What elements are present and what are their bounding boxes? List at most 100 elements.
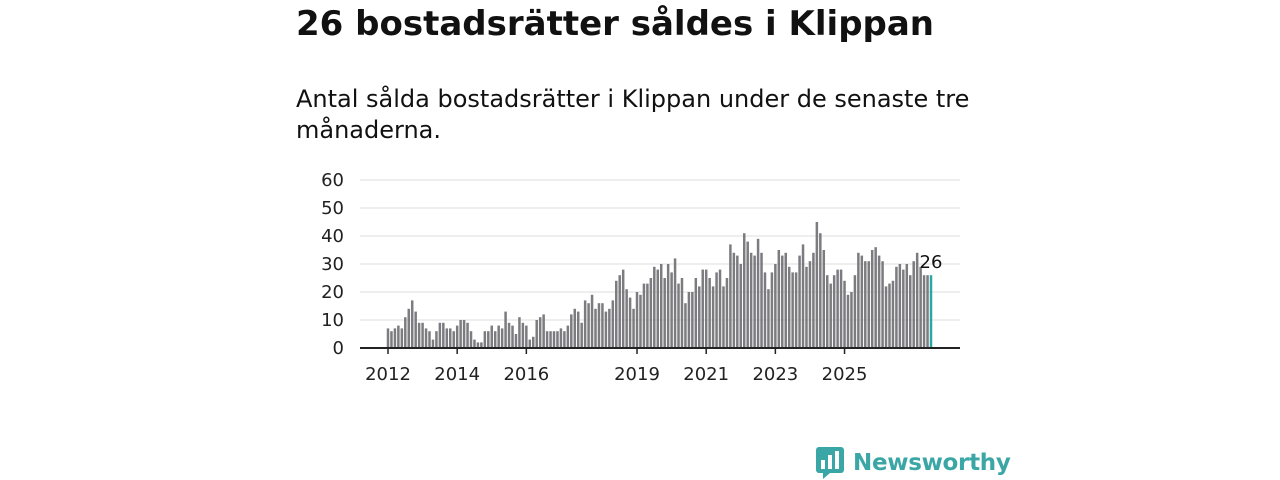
- bar: [393, 328, 397, 348]
- bar: [452, 331, 455, 348]
- bar-latest: [929, 275, 933, 348]
- bar: [680, 278, 684, 348]
- bar: [597, 303, 601, 348]
- bar: [476, 342, 480, 348]
- bar: [736, 255, 739, 348]
- bar: [528, 339, 532, 348]
- bar: [400, 328, 404, 348]
- bar: [888, 283, 891, 348]
- bar: [798, 255, 801, 348]
- bar: [525, 325, 528, 348]
- bar: [435, 331, 438, 348]
- bar: [867, 261, 870, 348]
- bar: [480, 342, 483, 348]
- bar: [864, 261, 867, 348]
- bar: [587, 303, 590, 348]
- bar: [663, 278, 666, 348]
- bar: [684, 303, 687, 348]
- bar: [919, 266, 922, 348]
- bar: [805, 266, 808, 348]
- bar: [570, 314, 573, 348]
- bar: [694, 278, 698, 348]
- bar: [677, 283, 680, 348]
- bar: [535, 320, 538, 348]
- bar: [625, 289, 628, 348]
- bar: [829, 283, 832, 348]
- bar: [563, 331, 566, 348]
- bar: [749, 252, 753, 348]
- bar: [729, 244, 732, 348]
- bar: [715, 272, 718, 348]
- bar: [691, 292, 694, 348]
- bar: [573, 308, 577, 348]
- bar: [632, 308, 635, 348]
- bar: [666, 264, 670, 348]
- bar: [742, 233, 746, 348]
- bar: [704, 269, 708, 348]
- bar: [545, 331, 549, 348]
- bar: [518, 317, 521, 348]
- bar: [732, 252, 736, 348]
- bar: [390, 331, 393, 348]
- bar: [825, 275, 829, 348]
- bar: [874, 247, 877, 348]
- x-tick-label: 2023: [752, 364, 798, 385]
- bar: [490, 325, 494, 348]
- chart-subtitle: Antal sålda bostadsrätter i Klippan unde…: [296, 85, 970, 144]
- y-tick-label: 20: [321, 282, 344, 303]
- bar: [915, 252, 919, 348]
- y-tick-label: 30: [321, 254, 344, 275]
- bar: [774, 264, 777, 348]
- bar: [884, 286, 888, 348]
- bar: [455, 325, 459, 348]
- bar: [857, 252, 860, 348]
- bar: [739, 264, 743, 348]
- bar: [926, 275, 929, 348]
- bar: [417, 322, 421, 348]
- bar: [397, 325, 400, 348]
- bar: [659, 264, 663, 348]
- y-tick-label: 10: [321, 310, 344, 331]
- bar: [487, 331, 490, 348]
- bar: [756, 238, 760, 348]
- bar: [608, 308, 611, 348]
- bar: [445, 328, 449, 348]
- bar: [601, 303, 604, 348]
- bar: [746, 241, 749, 348]
- bar: [431, 339, 435, 348]
- bar: [777, 250, 781, 348]
- bar: [635, 292, 639, 348]
- bar: [850, 292, 853, 348]
- bar: [767, 289, 770, 348]
- bar: [687, 292, 691, 348]
- y-tick-label: 0: [333, 338, 344, 359]
- bar: [459, 320, 462, 348]
- bar: [566, 325, 570, 348]
- bar: [846, 294, 850, 348]
- bar: [860, 255, 864, 348]
- bar: [646, 283, 649, 348]
- brand-logo[interactable]: Newsworthy: [815, 446, 1011, 480]
- bar: [808, 261, 812, 348]
- bar: [621, 269, 625, 348]
- bar: [760, 252, 763, 348]
- bar: [794, 272, 798, 348]
- axes: [360, 347, 960, 354]
- x-tick-label: 2025: [822, 364, 868, 385]
- bar: [642, 283, 646, 348]
- bar: [493, 331, 497, 348]
- bar: [618, 275, 621, 348]
- bar: [556, 331, 559, 348]
- bar: [781, 255, 784, 348]
- bar: [784, 252, 787, 348]
- bar: [583, 300, 587, 348]
- x-tick-label: 2019: [614, 364, 660, 385]
- latest-value-label: 26: [920, 252, 943, 273]
- bar: [653, 266, 656, 348]
- bar: [497, 325, 500, 348]
- bar: [424, 328, 428, 348]
- bar: [670, 272, 673, 348]
- bar: [449, 328, 452, 348]
- bar: [538, 317, 542, 348]
- x-tick-label: 2012: [365, 364, 411, 385]
